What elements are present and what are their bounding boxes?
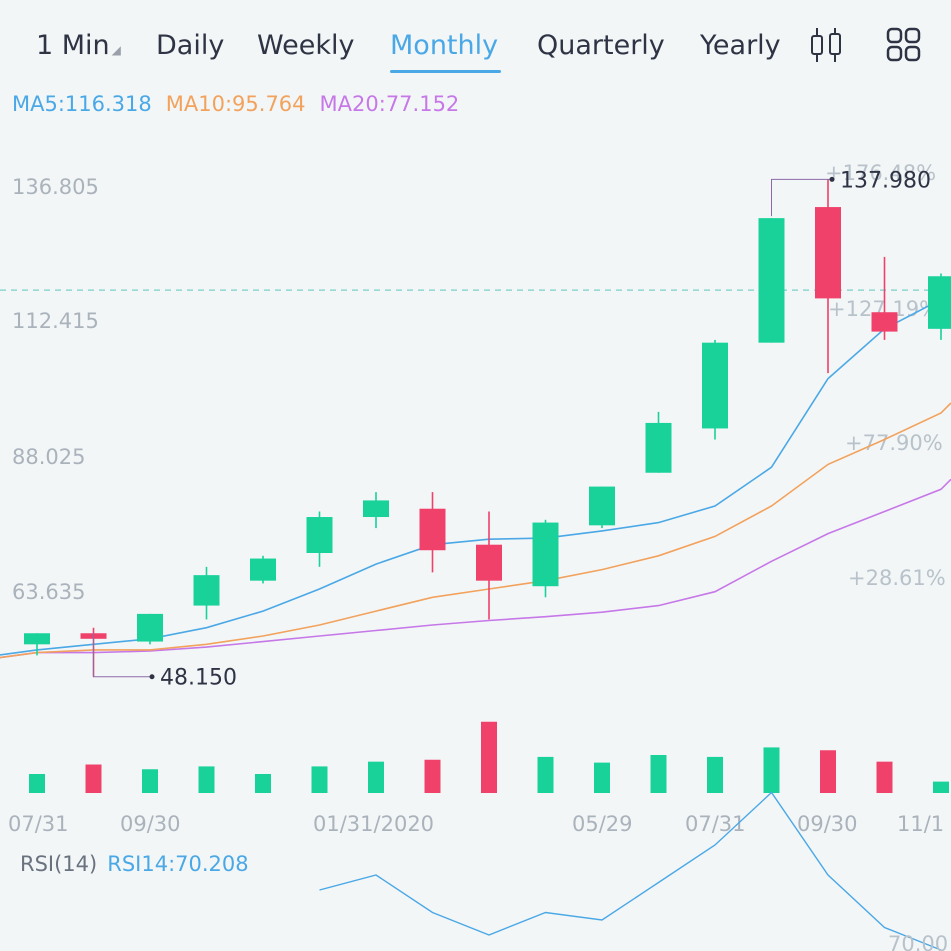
- ma-legend: MA5:116.318 MA10:95.764 MA20:77.152: [12, 92, 473, 116]
- tab-weekly[interactable]: Weekly: [257, 30, 354, 61]
- candle-up: [306, 517, 333, 554]
- volume-bar: [255, 774, 271, 793]
- candle-up: [363, 500, 389, 518]
- volume-bar: [820, 750, 836, 793]
- tab-daily[interactable]: Daily: [156, 30, 224, 61]
- percent-label: +176.48%: [825, 161, 936, 185]
- max-price-label: 137.980: [840, 168, 931, 193]
- candle-up: [193, 575, 220, 606]
- rsi-axis-label: 70.00: [888, 932, 948, 951]
- tab-yearly[interactable]: Yearly: [700, 30, 781, 61]
- x-tick-label: 07/31: [8, 812, 69, 836]
- rsi14-value: RSI14:70.208: [107, 852, 249, 876]
- y-tick-label: 136.805: [12, 175, 99, 199]
- candle-down: [476, 544, 502, 581]
- rsi-line: [319, 791, 942, 951]
- candle-up: [758, 218, 785, 343]
- x-tick-label: 11/1: [897, 812, 944, 836]
- ma20-value: MA20:77.152: [319, 92, 460, 116]
- candle-down: [815, 207, 841, 299]
- tab-label: Weekly: [257, 30, 355, 61]
- volume-bar: [198, 766, 215, 793]
- candle-down: [871, 312, 898, 332]
- volume-bar: [424, 759, 441, 793]
- tab-label: Monthly: [390, 30, 499, 61]
- tab-quarterly[interactable]: Quarterly: [537, 30, 665, 61]
- volume-bar: [537, 756, 554, 793]
- candle-up: [589, 486, 615, 526]
- volume-bar: [933, 781, 949, 793]
- max-marker-dot: [829, 176, 835, 182]
- active-tab-underline: [390, 70, 501, 73]
- candle-down: [419, 508, 446, 551]
- min-price-label: 48.150: [160, 666, 237, 691]
- tab-1-min[interactable]: 1 Min ◢: [36, 30, 121, 61]
- x-tick-label: 09/30: [120, 812, 181, 836]
- candle-up: [532, 522, 559, 587]
- candle-up: [702, 342, 728, 429]
- percent-label: +28.61%: [848, 566, 946, 590]
- candlestick-icon[interactable]: [807, 26, 845, 64]
- x-tick-label: 05/29: [572, 812, 633, 836]
- tab-label: Daily: [156, 30, 225, 61]
- ma20-line: [0, 478, 951, 659]
- ma10-value: MA10:95.764: [165, 92, 306, 116]
- dropdown-caret-icon: ◢: [111, 43, 121, 57]
- volume-bar: [142, 769, 158, 793]
- x-tick-label: 09/30: [797, 812, 858, 836]
- volume-bar: [368, 761, 384, 793]
- min-marker-dot: [149, 674, 155, 680]
- min-marker-line: [93, 633, 152, 678]
- y-tick-label: 112.415: [12, 309, 99, 333]
- y-tick-label: 63.635: [12, 580, 85, 604]
- tab-label: Yearly: [700, 30, 781, 61]
- tab-monthly[interactable]: Monthly: [390, 30, 498, 61]
- volume-bar: [707, 756, 723, 793]
- volume-bar: [763, 747, 780, 793]
- candle-up: [645, 422, 672, 473]
- y-tick-label: 88.025: [12, 445, 85, 469]
- ma5-value: MA5:116.318: [12, 92, 152, 116]
- volume-bar: [29, 774, 45, 793]
- volume-bar: [481, 721, 497, 793]
- candle-up: [137, 613, 163, 642]
- x-tick-label: 07/31: [685, 812, 746, 836]
- candle-up: [250, 558, 276, 581]
- x-tick-label: 01/31/2020: [313, 812, 434, 836]
- volume-bar: [876, 761, 893, 793]
- rsi-name: RSI(14): [20, 852, 98, 876]
- rsi-legend: RSI(14) RSI14:70.208: [20, 852, 249, 876]
- volume-bar: [85, 764, 102, 793]
- tab-label: Quarterly: [537, 30, 665, 61]
- max-marker-line: [771, 178, 832, 217]
- volume-bar: [650, 755, 667, 793]
- period-tabs: 1 Min ◢ Daily Weekly Monthly Quarterly Yearly: [0, 18, 951, 78]
- candle-up: [928, 276, 951, 329]
- volume-bar: [594, 762, 610, 793]
- grid-layout-icon[interactable]: [885, 26, 923, 64]
- tab-label: 1 Min: [36, 30, 110, 61]
- volume-bar: [311, 766, 328, 793]
- ma5-line: [0, 288, 951, 656]
- candle-up: [24, 633, 50, 645]
